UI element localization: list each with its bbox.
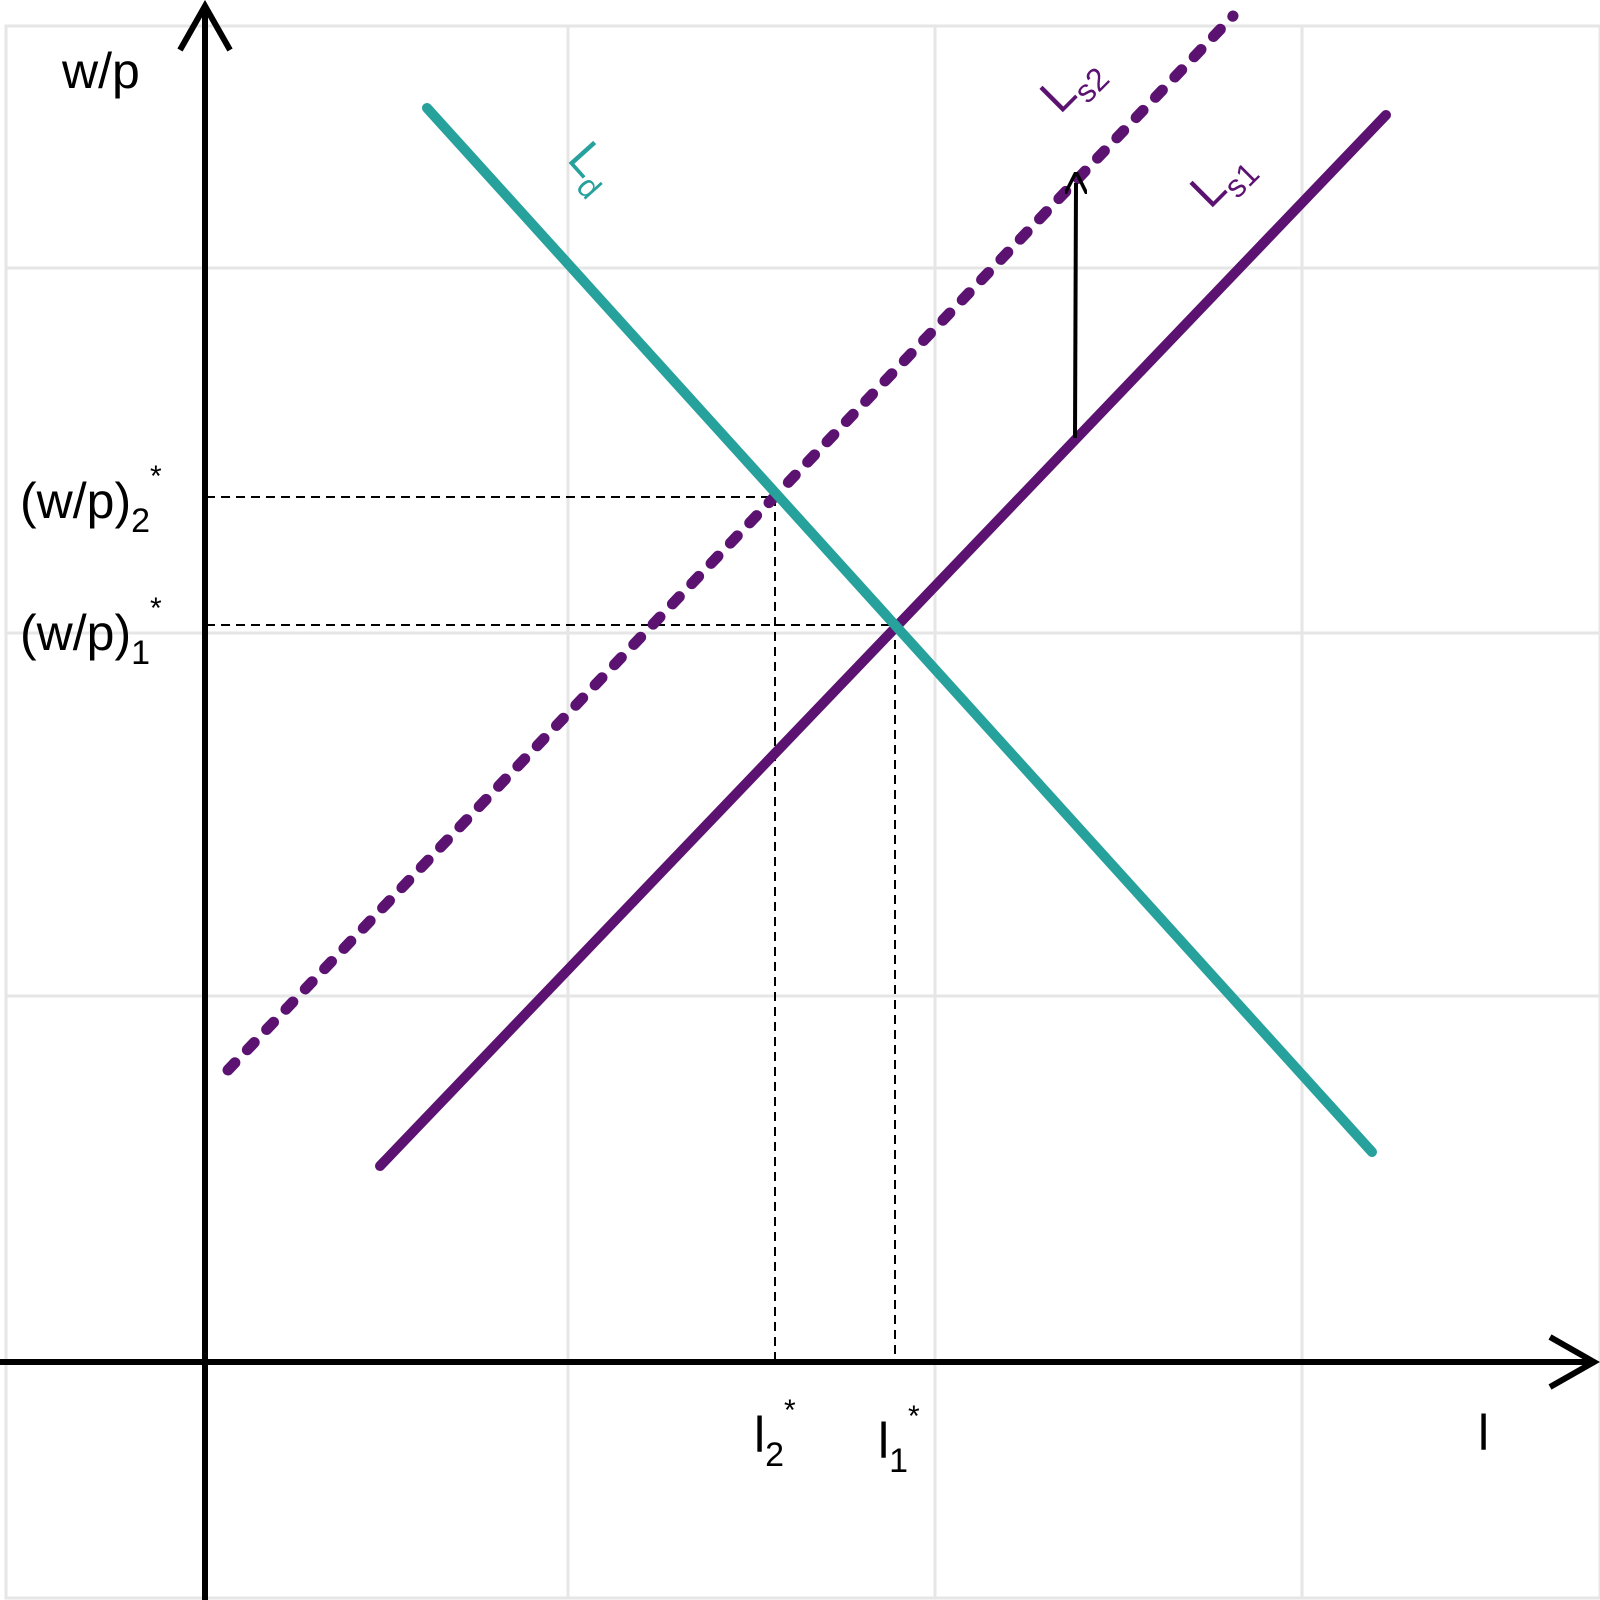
wage-2-text: (w/p) xyxy=(20,473,131,529)
background-grid xyxy=(4,24,1600,1600)
y-axis-arrowhead xyxy=(177,0,233,52)
employment-1-text: l xyxy=(878,1413,889,1469)
labour-supply-2-curve xyxy=(222,10,1239,1076)
employment-2-label: l2* xyxy=(754,1394,796,1474)
employment-2-subscript: 2 xyxy=(765,1436,784,1474)
labour-demand-curve xyxy=(422,103,1377,1157)
x-axis-arrowhead xyxy=(1548,1334,1600,1390)
grid-border xyxy=(4,24,1600,1600)
wage-1-star: * xyxy=(150,592,162,625)
labour-supply-1-curve xyxy=(375,110,1391,1171)
employment-2-star: * xyxy=(784,1394,796,1427)
employment-1-star: * xyxy=(908,1400,920,1433)
wage-2-star: * xyxy=(150,460,162,493)
y-axis-label: w/p xyxy=(61,43,140,99)
labour-demand-label: Ld xyxy=(552,132,627,206)
wage-1-label: (w/p)1* xyxy=(20,592,162,672)
supply-shift-arrow xyxy=(1075,183,1076,439)
employment-1-label: l1* xyxy=(878,1400,920,1480)
labour-supply-2-label: Ls2 xyxy=(1030,43,1116,129)
wage-2-label: (w/p)2* xyxy=(20,460,162,540)
wage-1-text: (w/p) xyxy=(20,605,131,661)
employment-1-subscript: 1 xyxy=(889,1442,908,1480)
wage-1-subscript: 1 xyxy=(131,634,150,672)
equilibrium-guides xyxy=(206,496,896,1360)
x-axis-label: l xyxy=(1478,1405,1489,1461)
labour-supply-1-label: Ls1 xyxy=(1180,138,1266,224)
wage-2-subscript: 2 xyxy=(131,502,150,540)
employment-2-text: l xyxy=(754,1407,765,1463)
